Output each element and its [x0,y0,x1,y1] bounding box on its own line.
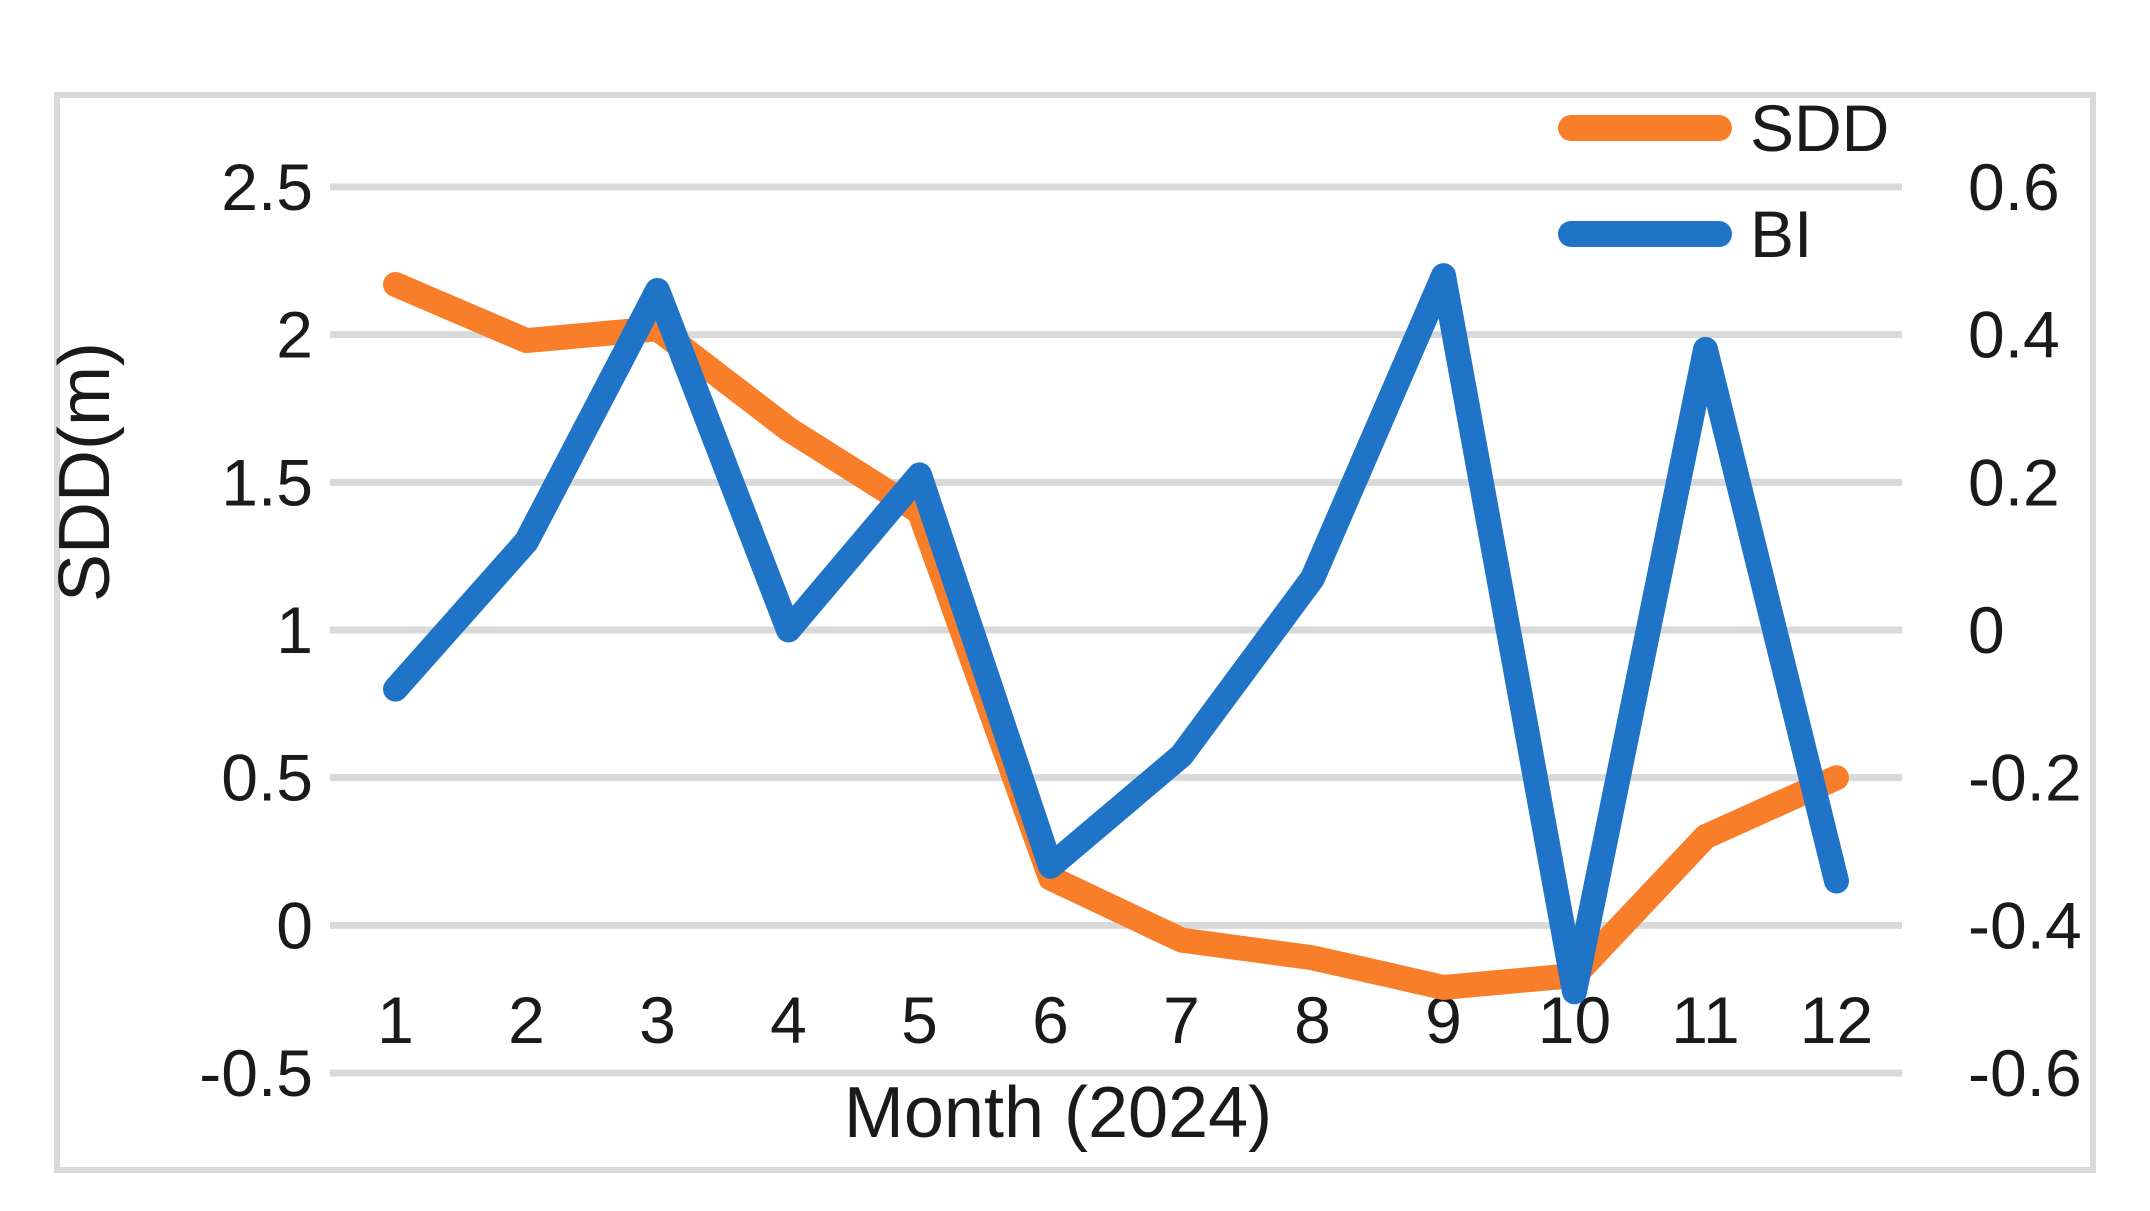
legend-label-bi: BI [1750,197,1812,271]
x-axis-title: Month (2024) [844,1073,1272,1153]
month-tick-label: 3 [639,983,676,1057]
month-tick-label: 11 [1671,983,1740,1057]
chart-border [54,92,2096,1173]
right-tick-label: -0.2 [1968,741,2082,815]
data-series [383,263,1849,1005]
right-tick-label: -0.4 [1968,888,2082,962]
right-tick-label: 0.4 [1968,298,2060,372]
right-tick-label: 0.6 [1968,150,2060,224]
legend-swatch-sdd [1558,115,1732,141]
month-tick-label: 8 [1294,983,1331,1057]
right-tick-label: -0.6 [1968,1036,2082,1110]
y-axis-title: SDD(m) [45,342,125,602]
legend-label-sdd: SDD [1750,91,1889,165]
legend-swatch-bi [1558,221,1732,247]
month-tick-label: 12 [1800,983,1873,1057]
right-tick-label: 0.2 [1968,445,2060,519]
left-tick-label: 0 [276,888,313,962]
left-axis-tick-labels: 2.5 2 1.5 1 0.5 0 -0.5 [199,150,313,1110]
legend: SDD BI [1558,91,1889,271]
gridlines [330,183,1902,1077]
month-tick-label: 1 [377,983,414,1057]
month-tick-label: 4 [770,983,807,1057]
month-tick-label: 6 [1032,983,1069,1057]
month-tick-label: 2 [508,983,545,1057]
left-tick-label: 0.5 [221,741,313,815]
right-axis-tick-labels: 0.6 0.4 0.2 0 -0.2 -0.4 -0.6 [1968,150,2082,1110]
series-line-bi [383,263,1849,1005]
x-axis-month-labels: 1 2 3 4 5 6 7 8 9 10 11 12 [377,983,1873,1057]
month-tick-label: 7 [1163,983,1200,1057]
month-tick-label: 5 [901,983,938,1057]
left-tick-label: -0.5 [199,1036,313,1110]
left-tick-label: 2.5 [221,150,313,224]
right-tick-label: 0 [1968,593,2005,667]
left-tick-label: 1 [276,593,313,667]
left-tick-label: 1.5 [221,445,313,519]
left-tick-label: 2 [276,298,313,372]
